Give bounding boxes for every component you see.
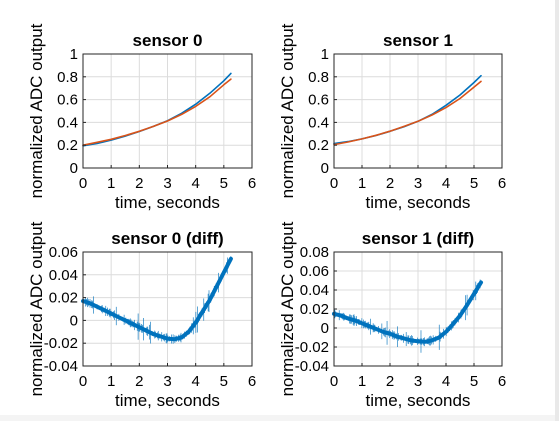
chart-1-ytick-label-2: 0.4 [308,114,329,131]
chart-0-xtick-label-6: 6 [248,175,256,192]
chart-0-xtick-label-1: 1 [107,175,115,192]
chart-0-xtick-label-4: 4 [191,175,199,192]
chart-3-ylabel: normalized ADC output [278,221,297,396]
chart-3-xtick-label-1: 1 [358,373,366,390]
chart-2-xlabel: time, seconds [115,391,220,410]
chart-2-ytick-label-4: 0.04 [49,267,78,284]
chart-3-xlabel: time, seconds [366,391,471,410]
chart-3-xtick-label-5: 5 [470,373,478,390]
chart-0-axes: 0 1 2 3 4 5 6 0 0.2 0.4 0.6 0.8 1 sensor 0 time, secon… [27,23,256,212]
chart-1-ytick-label-1: 0.2 [308,137,329,154]
chart-0-title: sensor 0 [133,31,203,50]
chart-1-xtick-label-2: 2 [386,175,394,192]
chart-2-xtick-label-4: 4 [191,373,199,390]
chart-0-ytick-label-0: 0 [70,160,78,177]
chart-1-xtick-label-0: 0 [330,175,338,192]
chart-3-ytick-label-3: 0.02 [300,301,329,318]
chart-2-ytick-label-2: 0 [70,312,78,329]
chart-2-xtick-label-2: 2 [135,373,143,390]
chart-1-xtick-label-1: 1 [358,175,366,192]
chart-0-xlabel: time, seconds [115,193,220,212]
chart-3-xtick-label-0: 0 [330,373,338,390]
chart-1-xtick-label-4: 4 [442,175,450,192]
window-edge-right [555,0,559,421]
chart-1-axes: 0 1 2 3 4 5 6 0 0.2 0.4 0.6 0.8 1 sensor 1 time, secon… [278,23,506,212]
chart-0-ytick-label-1: 0.2 [57,137,78,154]
chart-3-xtick-label-3: 3 [414,373,422,390]
chart-3-series-0-line [332,280,483,344]
chart-2-ytick-label-0: -0.04 [44,358,78,375]
chart-2-ytick-label-1: -0.02 [44,335,78,352]
chart-3-ytick-label-6: 0.08 [300,244,329,261]
chart-3-xtick-label-2: 2 [386,373,394,390]
chart-2-ytick-label-3: 0.02 [49,290,78,307]
chart-2-ytick-label-5: 0.06 [49,244,78,261]
chart-3-ytick-label-4: 0.04 [300,282,329,299]
chart-0-ylabel: normalized ADC output [27,23,46,198]
window-edge-bottom [0,415,555,421]
chart-1-ylabel: normalized ADC output [278,23,297,198]
chart-0-xtick-label-0: 0 [79,175,87,192]
chart-1-ytick-label-0: 0 [321,160,329,177]
chart-3-axes: 0 1 2 3 4 5 6-0.04-0.0200.020.040.060.08sensor… [278,221,506,410]
chart-2-xtick-label-1: 1 [107,373,115,390]
chart-2-ylabel: normalized ADC output [27,221,46,396]
chart-1-xtick-label-5: 5 [470,175,478,192]
chart-1-xlabel: time, seconds [366,193,471,212]
chart-1-series-1-line [333,80,482,146]
chart-1-xtick-label-6: 6 [498,175,506,192]
chart-1-ytick-label-4: 0.8 [308,69,329,86]
chart-0-ytick-label-2: 0.4 [57,114,78,131]
chart-1-xtick-label-3: 3 [414,175,422,192]
chart-0-ytick-label-5: 1 [70,46,78,63]
chart-3-ytick-label-5: 0.06 [300,263,329,280]
chart-0-xtick-label-3: 3 [163,175,171,192]
chart-3-title: sensor 1 (diff) [362,229,474,248]
chart-0-xtick-label-5: 5 [220,175,228,192]
chart-3-xtick-label-6: 6 [498,373,506,390]
chart-3-xtick-label-4: 4 [442,373,450,390]
chart-1-ytick-label-3: 0.6 [308,92,329,109]
chart-0-ytick-label-3: 0.6 [57,92,78,109]
chart-1-ytick-label-5: 1 [321,46,329,63]
chart-0-series-1-line [82,78,232,146]
chart-2-xtick-label-0: 0 [79,373,87,390]
chart-2-title: sensor 0 (diff) [111,229,223,248]
chart-2-xtick-label-6: 6 [248,373,256,390]
chart-2-xtick-label-5: 5 [220,373,228,390]
chart-2-series-0-line [81,256,233,342]
chart-1-title: sensor 1 [383,31,453,50]
chart-3-ytick-label-1: -0.02 [295,339,329,356]
chart-0-ytick-label-4: 0.8 [57,69,78,86]
chart-0-xtick-label-2: 2 [135,175,143,192]
chart-3-ytick-label-0: -0.04 [295,358,329,375]
chart-3-ytick-label-2: 0 [321,320,329,337]
chart-2-xtick-label-3: 3 [163,373,171,390]
chart-2-axes: 0 1 2 3 4 5 6 -0.04 -0.02 0 0.02 0.04 0.06 sensor 0 (… [27,221,256,410]
